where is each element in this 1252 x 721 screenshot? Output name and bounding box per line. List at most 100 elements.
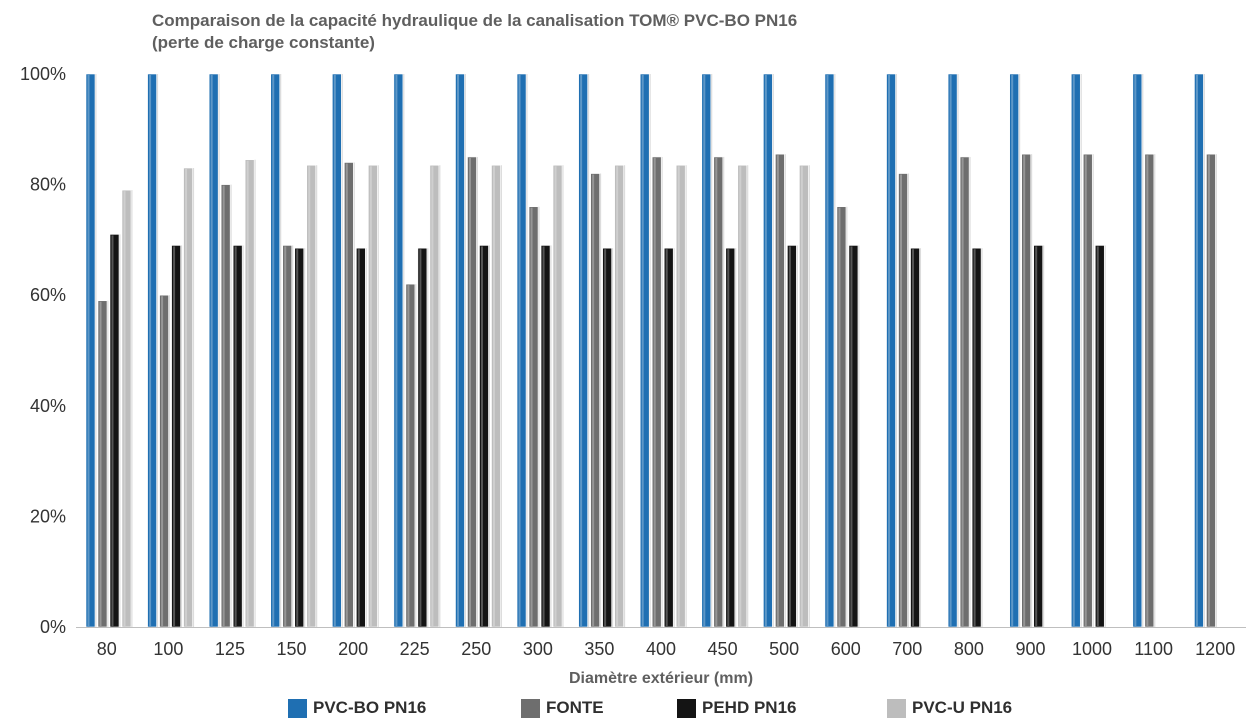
bar — [663, 247, 674, 628]
x-tick-label: 80 — [97, 639, 117, 659]
legend-swatch-pvc-bo — [288, 698, 307, 718]
bar — [910, 247, 920, 628]
legend-label-fonte: FONTE — [546, 698, 604, 717]
bar-highlight — [518, 75, 521, 626]
x-axis-title: Diamètre extérieur (mm) — [569, 670, 753, 687]
bar-highlight — [554, 166, 557, 626]
bar-highlight — [480, 246, 483, 626]
bar-highlight — [961, 157, 964, 626]
legend-swatch-pvc-u — [887, 698, 906, 718]
bar-highlight — [826, 75, 829, 626]
y-tick-label: 80% — [30, 175, 66, 195]
bar — [886, 73, 896, 628]
x-tick-label: 1100 — [1134, 639, 1173, 659]
bar-highlight — [296, 249, 299, 626]
bar — [479, 245, 489, 628]
bar-highlight — [616, 166, 619, 626]
bar-highlight — [173, 246, 176, 626]
bar — [578, 73, 588, 628]
bar — [959, 156, 970, 628]
bar-highlight — [1072, 75, 1075, 626]
bar — [405, 283, 416, 628]
bar — [675, 164, 686, 628]
bar — [85, 73, 96, 628]
bar — [639, 73, 650, 628]
bar — [1206, 153, 1216, 628]
bar-highlight — [222, 185, 225, 626]
bar-highlight — [1084, 155, 1087, 626]
bar-highlight — [530, 207, 533, 626]
bar-highlight — [739, 166, 742, 626]
bar — [159, 294, 169, 628]
bar — [393, 73, 404, 628]
bar — [1132, 73, 1143, 628]
x-tick-label: 900 — [1015, 639, 1045, 659]
bar — [552, 164, 563, 628]
bar — [1082, 153, 1093, 628]
bar-highlight — [272, 75, 275, 626]
bar-highlight — [888, 75, 891, 626]
bar-highlight — [456, 75, 459, 626]
legend-swatch-fonte — [521, 698, 540, 718]
chart-legend: PVC-BO PN16 FONTE PEHD PN16 PVC-U PN16 — [0, 698, 1252, 720]
bar — [332, 73, 342, 628]
x-tick-label: 225 — [400, 639, 430, 659]
bar — [799, 164, 809, 628]
x-tick-label: 400 — [646, 639, 676, 659]
bar — [147, 73, 157, 628]
bar — [232, 245, 243, 628]
bar — [294, 247, 305, 628]
bar — [1009, 73, 1019, 628]
bar-highlight — [492, 166, 495, 626]
bar — [651, 156, 662, 628]
bar-highlight — [1096, 246, 1099, 626]
bar-highlight — [345, 163, 348, 627]
x-tick-label: 125 — [215, 639, 245, 659]
bar — [171, 245, 181, 628]
bar — [725, 247, 736, 628]
bar-highlight — [468, 157, 471, 626]
bar — [368, 164, 378, 628]
legend-item-pvc-u: PVC-U PN16 — [887, 698, 1012, 718]
bar-highlight — [1011, 75, 1014, 626]
bar — [121, 189, 132, 628]
bar — [1021, 153, 1031, 628]
y-tick-label: 100% — [20, 64, 66, 84]
bar — [590, 173, 600, 628]
bar — [306, 164, 317, 628]
bar — [713, 156, 724, 628]
bar-highlight — [1134, 75, 1137, 626]
bar — [898, 173, 908, 628]
bar — [836, 206, 847, 628]
bar-highlight — [185, 169, 188, 626]
bar — [417, 247, 428, 628]
bar-highlight — [419, 249, 422, 626]
bar — [602, 247, 612, 628]
bar — [737, 164, 748, 628]
legend-item-pvc-bo: PVC-BO PN16 — [288, 698, 426, 718]
bar-highlight — [369, 166, 372, 626]
bar — [97, 300, 108, 628]
bar — [491, 164, 501, 628]
bar — [109, 234, 120, 628]
bar-highlight — [210, 75, 213, 626]
bar-highlight — [912, 249, 915, 626]
x-tick-label: 600 — [831, 639, 861, 659]
bar-highlight — [308, 166, 311, 626]
x-tick-label: 500 — [769, 639, 799, 659]
bar-highlight — [665, 249, 668, 626]
x-tick-label: 1200 — [1195, 639, 1235, 659]
bar — [701, 73, 712, 628]
bar-highlight — [161, 296, 164, 626]
bar — [763, 73, 773, 628]
x-tick-label: 800 — [954, 639, 984, 659]
bar-highlight — [149, 75, 152, 626]
chart-title-line-2: (perte de charge constante) — [152, 33, 375, 52]
bar-highlight — [357, 249, 360, 626]
bar-highlight — [949, 75, 952, 626]
bar — [270, 73, 281, 628]
bar-highlight — [1195, 75, 1198, 626]
chart-title-line-1: Comparaison de la capacité hydraulique d… — [152, 11, 798, 30]
legend-item-fonte: FONTE — [521, 698, 604, 718]
legend-swatch-pehd — [677, 698, 696, 718]
